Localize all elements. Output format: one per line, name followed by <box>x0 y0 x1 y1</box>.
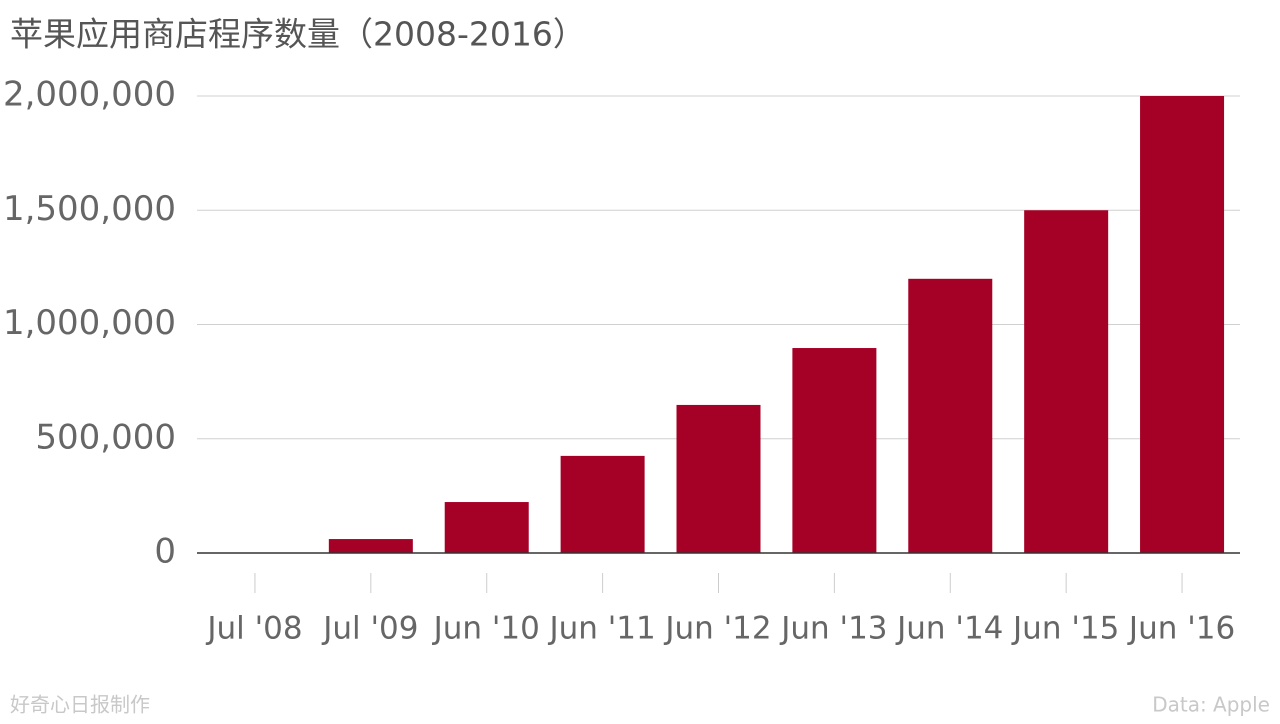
y-tick-label: 500,000 <box>35 417 176 457</box>
x-tick-label: Jun '11 <box>547 611 655 647</box>
chart-title: 苹果应用商店程序数量（2008-2016） <box>10 15 586 54</box>
bar <box>677 405 761 553</box>
x-tick-label: Jun '14 <box>895 611 1003 647</box>
x-tick-label: Jul '08 <box>205 611 302 647</box>
bar <box>445 502 529 553</box>
bar <box>1024 210 1108 553</box>
credit: 好奇心日报制作 <box>10 693 150 717</box>
bar <box>792 348 876 553</box>
source: Data: Apple <box>1152 693 1270 717</box>
y-tick-label: 2,000,000 <box>3 75 176 115</box>
bar <box>329 539 413 553</box>
x-tick-label: Jun '15 <box>1011 611 1119 647</box>
x-tick-label: Jun '16 <box>1127 611 1235 647</box>
y-tick-label: 1,500,000 <box>3 189 176 229</box>
bar <box>561 456 645 553</box>
x-tick-label: Jun '12 <box>663 611 771 647</box>
bar <box>908 279 992 553</box>
bar <box>1140 96 1224 553</box>
y-tick-label: 1,000,000 <box>3 303 176 343</box>
x-tick-label: Jun '13 <box>779 611 887 647</box>
x-tick-label: Jul '09 <box>321 611 418 647</box>
y-tick-label: 0 <box>154 532 176 572</box>
x-tick-label: Jun '10 <box>432 611 540 647</box>
